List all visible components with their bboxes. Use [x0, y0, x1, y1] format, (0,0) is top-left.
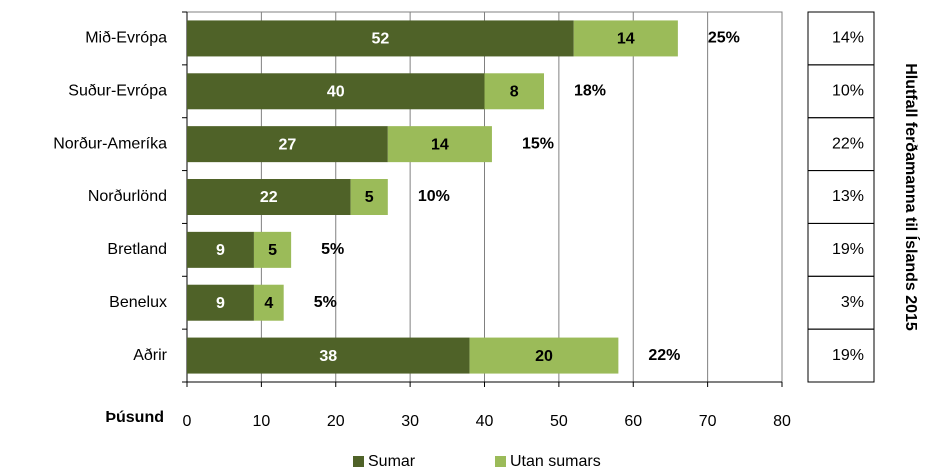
- data-label: 40: [327, 84, 345, 101]
- y-tick-label: Norður-Ameríka: [53, 135, 167, 152]
- data-label: 5: [365, 189, 374, 206]
- y-tick-label: Norðurlönd: [88, 188, 167, 205]
- table-cell: [807, 328, 875, 383]
- share-label: 10%: [418, 188, 450, 205]
- y-tick-label: Suður-Evrópa: [68, 83, 167, 100]
- y-tick-label: Benelux: [109, 294, 167, 311]
- bar-segment: [253, 231, 292, 268]
- table-value: 22%: [832, 135, 864, 152]
- y-tick-label: Aðrir: [133, 347, 167, 364]
- y-tick-label: Bretland: [107, 241, 167, 258]
- x-tick-label: 10: [252, 413, 270, 430]
- share-label: 15%: [522, 135, 554, 152]
- bar-segment: [187, 337, 470, 374]
- share-label: 25%: [708, 30, 740, 47]
- x-tick-label: 30: [401, 413, 419, 430]
- data-label: 27: [279, 136, 297, 153]
- data-label: 52: [371, 31, 389, 48]
- bar-segment: [350, 179, 388, 215]
- data-label: 5: [268, 242, 277, 259]
- x-tick-label: 20: [327, 413, 345, 430]
- x-tick-label: 50: [550, 413, 568, 430]
- data-label: 9: [216, 242, 225, 259]
- data-label: 14: [617, 31, 635, 48]
- table-value: 13%: [832, 188, 864, 205]
- bar-segment: [187, 20, 574, 57]
- bar-segment: [253, 284, 284, 321]
- data-label: 9: [216, 295, 225, 312]
- bar-segment: [187, 231, 254, 268]
- table-value: 14%: [832, 30, 864, 47]
- share-label: 22%: [648, 347, 680, 364]
- legend-label: Sumar: [368, 453, 416, 470]
- x-tick-label: 70: [699, 413, 717, 430]
- data-label: 38: [319, 348, 337, 365]
- x-tick-label: 60: [624, 413, 642, 430]
- table-value: 19%: [832, 241, 864, 258]
- bar-segment: [187, 73, 485, 110]
- share-title: Hlutfall ferðamanna til Íslands 2015: [902, 63, 921, 331]
- table-value: 10%: [832, 83, 864, 100]
- share-label: 5%: [314, 294, 337, 311]
- table-value: 19%: [832, 347, 864, 364]
- bar-segment: [187, 126, 388, 163]
- x-tick-label: 40: [476, 413, 494, 430]
- bar-segment: [387, 126, 492, 163]
- bar-segment: [187, 179, 351, 215]
- bar-segment: [484, 73, 544, 110]
- legend-swatch: [495, 456, 506, 467]
- data-label: 8: [510, 84, 519, 101]
- x-tick-label: 0: [183, 413, 192, 430]
- x-tick-label: 80: [773, 413, 791, 430]
- bar-segment: [469, 337, 619, 374]
- share-label: 5%: [321, 241, 344, 258]
- x-axis-label: Þúsund: [105, 409, 164, 426]
- y-tick-label: Mið-Evrópa: [85, 30, 167, 47]
- data-label: 20: [535, 348, 553, 365]
- data-label: 4: [264, 295, 273, 312]
- legend-swatch: [353, 456, 364, 467]
- data-label: 22: [260, 189, 278, 206]
- table-value: 3%: [841, 294, 864, 311]
- bar-segment: [573, 20, 678, 57]
- share-label: 18%: [574, 83, 606, 100]
- data-label: 14: [431, 136, 449, 153]
- bar-segment: [187, 284, 254, 321]
- legend-label: Utan sumars: [510, 453, 601, 470]
